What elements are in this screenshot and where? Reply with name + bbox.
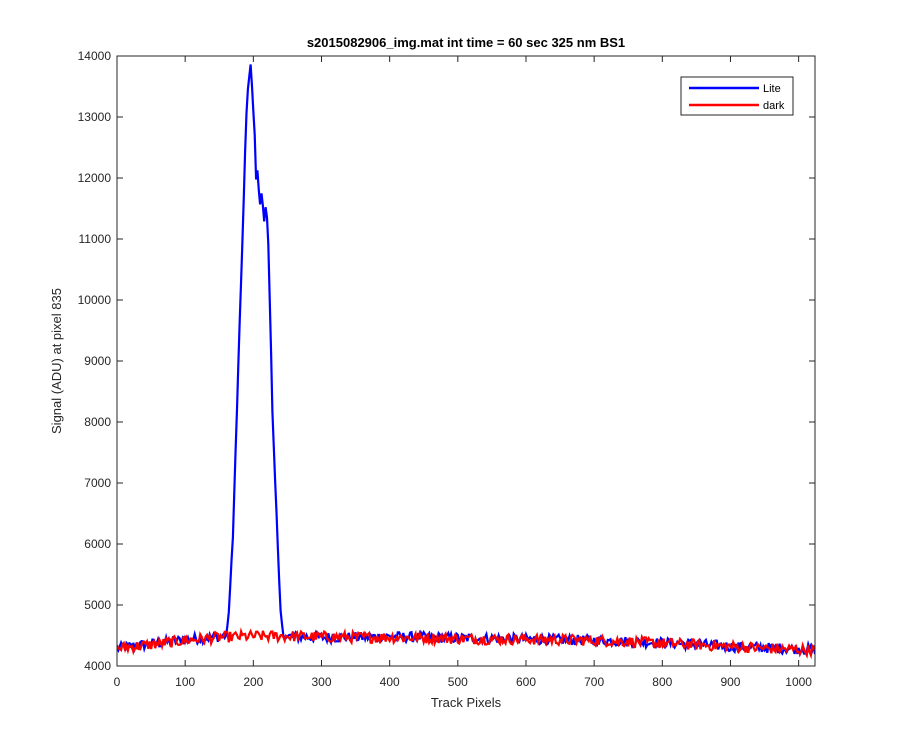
x-axis-label: Track Pixels [431,695,502,710]
x-tick-label: 800 [652,675,672,689]
x-tick-label: 400 [380,675,400,689]
x-tick-label: 300 [311,675,331,689]
legend-label-dark: dark [763,100,785,112]
ticks-layer: 0 100 200 300 400 500 600 700 800 900 1000 4000 5000… [78,49,815,689]
y-tick-label: 5000 [84,598,111,612]
legend-label-lite: Lite [763,83,781,95]
y-tick-label: 7000 [84,476,111,490]
chart-title: s2015082906_img.mat int time = 60 sec 32… [307,35,625,50]
x-tick-label: 100 [175,675,195,689]
y-tick-label: 4000 [84,659,111,673]
x-tick-label: 600 [516,675,536,689]
x-tick-label: 1000 [785,675,812,689]
x-tick-label: 700 [584,675,604,689]
y-tick-label: 11000 [79,232,112,246]
legend-box [680,76,794,116]
plot-area [117,56,815,666]
y-tick-label: 14000 [78,49,112,63]
y-tick-label: 8000 [84,415,111,429]
y-tick-label: 9000 [84,354,111,368]
y-tick-label: 12000 [78,171,112,185]
y-tick-label: 6000 [84,537,111,551]
y-tick-label: 10000 [78,293,112,307]
x-tick-label: 200 [243,675,263,689]
x-tick-label: 0 [114,675,121,689]
x-tick-label: 500 [448,675,468,689]
x-tick-label: 900 [720,675,740,689]
series-line-dark [117,627,815,660]
y-axis-label: Signal (ADU) at pixel 835 [49,288,64,434]
legend: Lite dark [680,76,794,116]
series-layer [117,64,815,660]
y-tick-label: 13000 [78,110,112,124]
